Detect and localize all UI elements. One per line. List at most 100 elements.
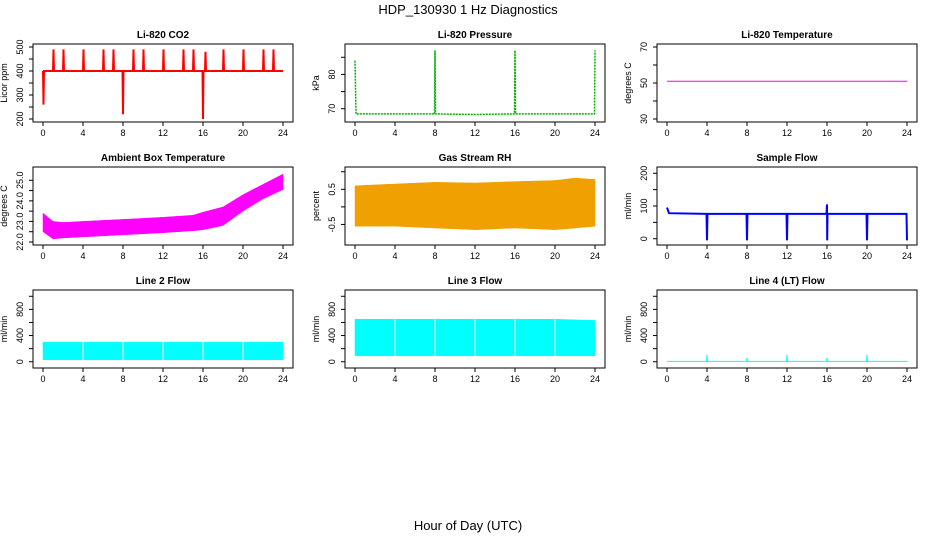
x-tick-label: 24 [590, 128, 600, 138]
x-tick-label: 20 [550, 128, 560, 138]
x-tick-label: 20 [238, 374, 248, 384]
x-tick-label: 12 [158, 374, 168, 384]
y-tick-label: 800 [15, 302, 25, 317]
x-tick-label: 0 [664, 251, 669, 261]
x-tick-label: 16 [510, 128, 520, 138]
x-tick-label: 20 [862, 374, 872, 384]
x-tick-label: 24 [278, 251, 288, 261]
y-tick-label: -0.5 [327, 217, 337, 233]
panel-6: Sample Flow ml/min 0 4 8 12 16 20 24 0 100 200 [623, 153, 918, 261]
x-tick-label: 24 [278, 374, 288, 384]
figure-title: HDP_130930 1 Hz Diagnostics [378, 2, 558, 17]
y-axis-label: Licor ppm [0, 63, 9, 103]
x-tick-label: 16 [198, 128, 208, 138]
x-tick-label: 12 [158, 251, 168, 261]
x-tick-label: 0 [664, 128, 669, 138]
y-tick-label: 0 [639, 236, 649, 241]
panel-5: Gas Stream RH percent 0 4 8 12 16 20 24 -0.5 0.5 [311, 153, 606, 261]
x-tick-label: 24 [278, 128, 288, 138]
x-tick-label: 8 [744, 128, 749, 138]
x-tick-label: 0 [352, 251, 357, 261]
x-tick-label: 24 [902, 251, 912, 261]
panel-title: Line 2 Flow [136, 276, 191, 287]
y-axis-label: degrees C [0, 185, 9, 227]
y-tick-label: 200 [15, 111, 25, 126]
x-tick-label: 24 [902, 374, 912, 384]
x-tick-label: 0 [352, 128, 357, 138]
x-tick-label: 20 [550, 251, 560, 261]
x-tick-label: 12 [782, 251, 792, 261]
panel-title: Li-820 Pressure [438, 30, 513, 41]
x-tick-label: 12 [470, 374, 480, 384]
y-tick-label: 24.0 [15, 192, 25, 210]
y-tick-label: 25.0 [15, 172, 25, 190]
panel-title: Sample Flow [756, 153, 817, 164]
y-tick-label: 400 [639, 328, 649, 343]
x-tick-label: 16 [198, 374, 208, 384]
panel-7: Line 2 Flow ml/min 0 4 8 12 16 20 24 0 400 800 [0, 276, 294, 384]
y-tick-label: 300 [15, 87, 25, 102]
y-axis-label: ml/min [0, 316, 9, 343]
series-band [354, 177, 596, 230]
x-tick-label: 8 [744, 374, 749, 384]
x-tick-label: 4 [80, 128, 85, 138]
x-tick-label: 12 [158, 128, 168, 138]
x-tick-label: 20 [550, 374, 560, 384]
x-tick-label: 8 [432, 374, 437, 384]
x-tick-label: 8 [744, 251, 749, 261]
x-tick-label: 0 [40, 251, 45, 261]
x-tick-label: 8 [120, 251, 125, 261]
panel-8: Line 3 Flow ml/min 0 4 8 12 16 20 24 0 400 800 [311, 276, 606, 384]
x-axis-label: Hour of Day (UTC) [413, 518, 523, 533]
y-axis-label: degrees C [623, 62, 633, 104]
y-tick-label: 400 [15, 328, 25, 343]
y-axis-label: ml/min [311, 316, 321, 343]
x-tick-label: 0 [40, 128, 45, 138]
y-tick-label: 22.0 [15, 233, 25, 251]
panel-3: Li-820 Temperature degrees C 0 4 8 12 16 20 24 30… [623, 30, 918, 138]
x-tick-label: 24 [590, 374, 600, 384]
y-tick-label: 0 [15, 359, 25, 364]
x-tick-label: 20 [862, 128, 872, 138]
panel-1: Li-820 CO2 Licor ppm 0 4 8 12 16 20 24 200 300 400 5… [0, 30, 294, 138]
panel-title: Line 4 (LT) Flow [749, 276, 825, 287]
plot-box [656, 43, 918, 123]
x-tick-label: 12 [470, 128, 480, 138]
x-tick-label: 0 [40, 374, 45, 384]
y-tick-label: 100 [639, 198, 649, 213]
series-line [666, 204, 908, 241]
x-tick-label: 4 [392, 374, 397, 384]
x-tick-label: 4 [392, 251, 397, 261]
x-tick-label: 24 [902, 128, 912, 138]
x-tick-label: 12 [782, 374, 792, 384]
y-tick-label: 200 [639, 166, 649, 181]
y-axis-label: ml/min [623, 316, 633, 343]
x-tick-label: 4 [80, 374, 85, 384]
series-line [667, 354, 907, 362]
panel-4: Ambient Box Temperature degrees C 0 4 8 12 16 2… [0, 153, 294, 261]
x-tick-label: 20 [238, 251, 248, 261]
x-tick-label: 12 [470, 251, 480, 261]
x-tick-label: 20 [238, 128, 248, 138]
y-tick-label: 0.5 [327, 183, 337, 196]
panel-9: Line 4 (LT) Flow ml/min 0 4 8 12 16 20 24 0 400 800 [623, 276, 918, 384]
x-tick-label: 16 [198, 251, 208, 261]
x-tick-label: 12 [782, 128, 792, 138]
panel-title: Ambient Box Temperature [101, 153, 226, 164]
x-tick-label: 16 [822, 374, 832, 384]
panel-title: Line 3 Flow [448, 276, 503, 287]
y-tick-label: 400 [15, 63, 25, 78]
y-axis-label: ml/min [623, 193, 633, 220]
y-tick-label: 30 [639, 114, 649, 124]
y-tick-label: 50 [639, 78, 649, 88]
x-tick-label: 4 [704, 374, 709, 384]
x-tick-label: 16 [822, 128, 832, 138]
x-tick-label: 4 [704, 251, 709, 261]
y-axis-label: kPa [311, 75, 321, 91]
x-tick-label: 8 [120, 374, 125, 384]
x-tick-label: 16 [822, 251, 832, 261]
x-tick-label: 0 [664, 374, 669, 384]
x-tick-label: 4 [80, 251, 85, 261]
y-tick-label: 70 [327, 104, 337, 114]
